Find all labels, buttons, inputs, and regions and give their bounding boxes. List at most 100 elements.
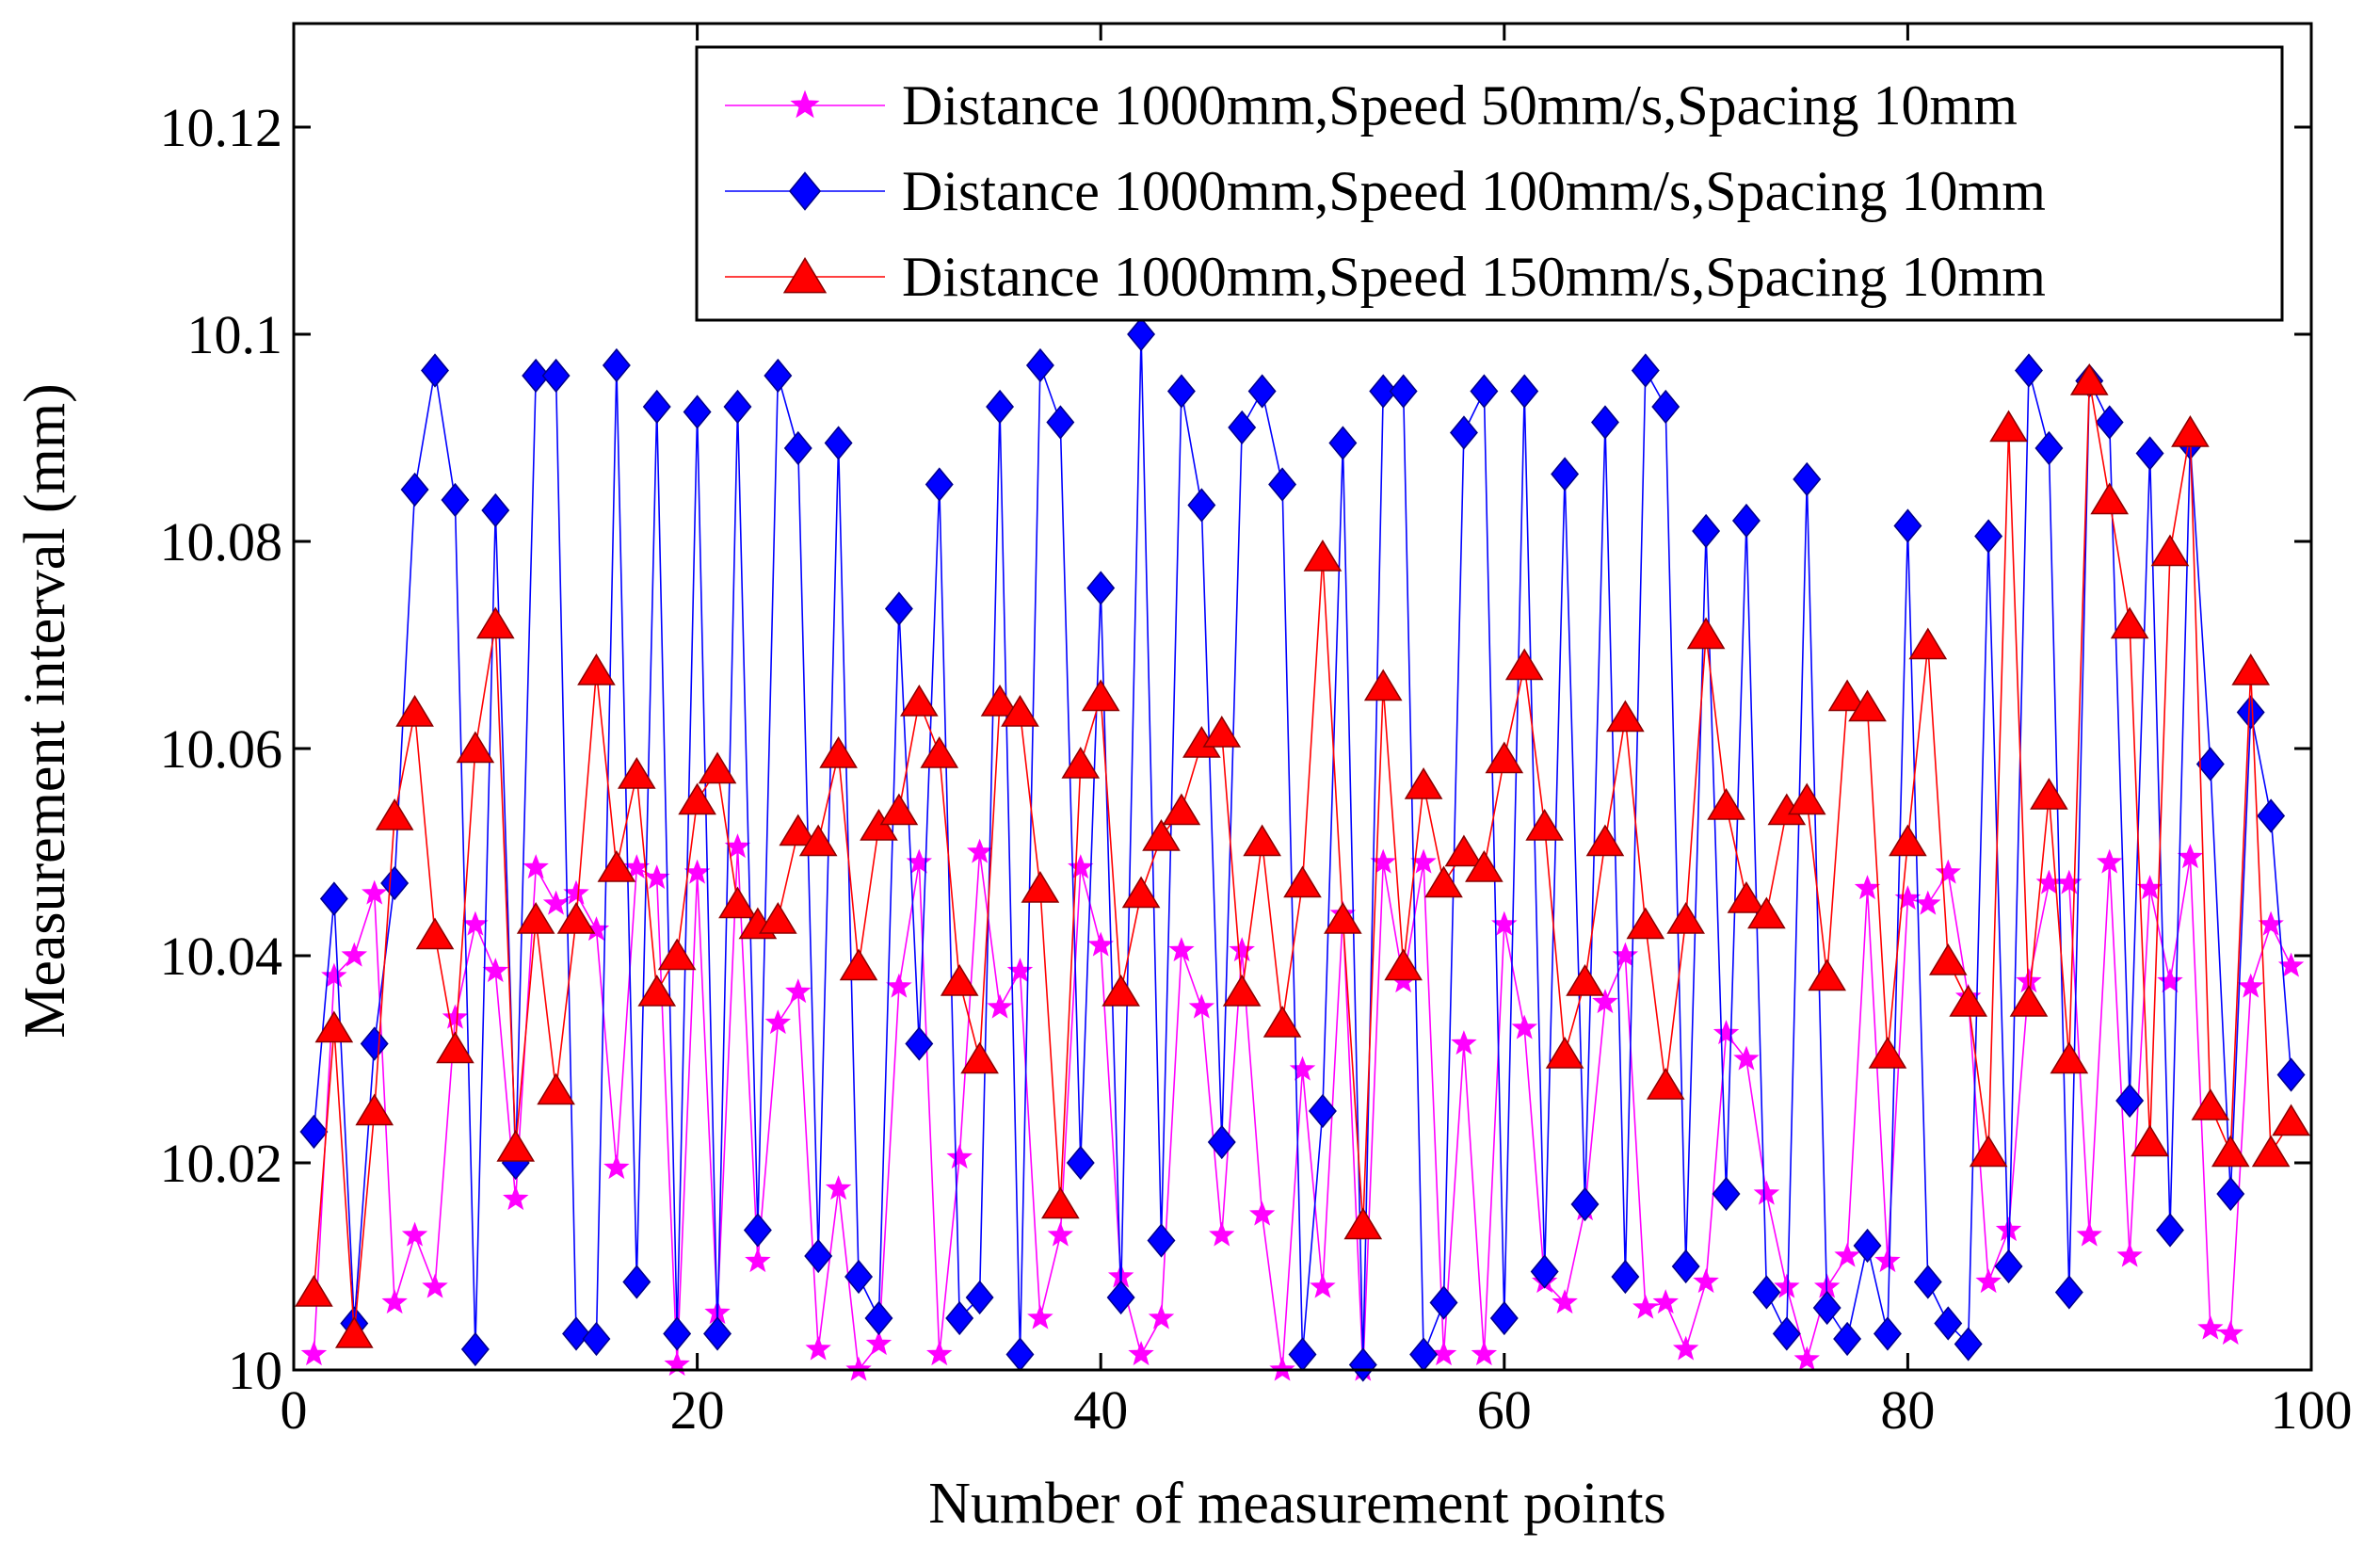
data-point-1-75 — [1793, 1345, 1820, 1371]
data-point-2-44 — [1166, 374, 1196, 409]
data-point-2-80 — [1893, 508, 1922, 543]
data-point-2-86 — [2015, 353, 2043, 388]
data-point-2-38 — [1046, 405, 1075, 440]
data-point-2-82 — [1934, 1306, 1963, 1341]
y-tick-label: 10.06 — [160, 718, 283, 780]
y-tick-label: 10.08 — [160, 511, 283, 572]
data-point-2-32 — [925, 467, 954, 502]
data-point-1-61 — [1511, 1014, 1537, 1039]
legend-label-1: Distance 1000mm,Speed 50mm/s,Spacing 10m… — [902, 74, 2018, 137]
data-point-1-68 — [1652, 1289, 1679, 1314]
data-point-3-17 — [617, 757, 656, 789]
data-point-3-36 — [1001, 695, 1039, 727]
data-point-1-89 — [2076, 1221, 2102, 1247]
data-point-1-24 — [764, 1009, 792, 1035]
data-point-2-45 — [1187, 488, 1216, 523]
data-point-1-26 — [805, 1335, 831, 1361]
data-point-3-70 — [1686, 617, 1726, 650]
data-point-3-8 — [436, 1031, 474, 1064]
data-point-2-48 — [1247, 374, 1277, 409]
x-tick-label: 20 — [670, 1379, 725, 1441]
series-2 — [299, 316, 2306, 1382]
x-tick-label: 60 — [1477, 1379, 1532, 1441]
y-tick-label: 10.04 — [160, 926, 283, 987]
data-point-2-70 — [1692, 513, 1721, 549]
data-point-3-12 — [516, 902, 555, 934]
data-point-2-85 — [1994, 1249, 2023, 1284]
data-point-3-43 — [1142, 819, 1181, 851]
data-point-2-79 — [1873, 1316, 1902, 1351]
data-point-2-54 — [1369, 374, 1398, 409]
data-point-2-33 — [945, 1300, 974, 1336]
data-point-1-66 — [1612, 942, 1639, 967]
data-point-1-48 — [1248, 1200, 1276, 1226]
data-point-3-9 — [456, 731, 495, 764]
data-point-3-68 — [1646, 1068, 1685, 1100]
data-point-3-39 — [1061, 747, 1101, 779]
data-point-2-93 — [2156, 1213, 2184, 1248]
data-point-2-63 — [1551, 457, 1580, 491]
data-point-2-9 — [460, 1331, 490, 1367]
data-point-1-69 — [1672, 1335, 1699, 1361]
data-point-2-88 — [2054, 1275, 2083, 1310]
y-tick-label: 10.12 — [160, 97, 283, 158]
plot-frame — [292, 22, 2313, 1372]
data-point-1-63 — [1552, 1289, 1578, 1314]
data-point-3-63 — [1545, 1037, 1584, 1069]
data-point-2-78 — [1853, 1228, 1882, 1264]
data-point-3-35 — [980, 685, 1020, 717]
data-point-3-49 — [1262, 1006, 1302, 1038]
data-point-1-40 — [1087, 931, 1114, 957]
data-point-3-22 — [718, 886, 757, 919]
data-point-3-7 — [415, 917, 455, 950]
data-point-1-34 — [966, 838, 993, 863]
data-point-3-6 — [395, 695, 434, 727]
legend-marker-1 — [790, 89, 820, 119]
data-point-3-72 — [1727, 881, 1766, 913]
data-point-2-28 — [844, 1259, 874, 1295]
data-point-1-6 — [401, 1221, 428, 1247]
data-point-3-20 — [678, 782, 716, 815]
data-point-2-69 — [1671, 1249, 1700, 1284]
data-point-2-87 — [2034, 430, 2064, 466]
data-point-3-25 — [779, 814, 818, 846]
data-point-1-94 — [2177, 844, 2204, 869]
data-point-1-79 — [1874, 1248, 1901, 1273]
data-point-3-69 — [1666, 902, 1705, 934]
data-point-1-50 — [1289, 1055, 1316, 1081]
data-point-1-23 — [745, 1248, 771, 1273]
data-point-1-18 — [644, 864, 670, 890]
data-point-3-13 — [537, 1072, 575, 1105]
data-point-2-10 — [481, 492, 510, 528]
x-axis-title: Number of measurement points — [928, 1472, 1665, 1536]
data-point-3-83 — [1949, 985, 1988, 1017]
data-point-1-4 — [362, 879, 388, 905]
data-point-2-58 — [1449, 415, 1478, 450]
data-point-1-11 — [503, 1185, 529, 1211]
data-point-3-76 — [1808, 959, 1847, 991]
data-point-2-43 — [1147, 1223, 1176, 1258]
data-point-3-29 — [860, 809, 898, 841]
data-point-3-80 — [1889, 824, 1927, 857]
data-point-3-71 — [1707, 788, 1745, 820]
data-point-3-81 — [1908, 627, 1948, 660]
data-point-1-32 — [926, 1341, 953, 1366]
data-point-3-19 — [657, 938, 697, 971]
data-point-2-83 — [1954, 1327, 1983, 1362]
data-point-3-52 — [1324, 902, 1362, 934]
data-point-3-41 — [1102, 975, 1140, 1007]
data-point-1-42 — [1128, 1341, 1154, 1366]
data-point-3-79 — [1868, 1037, 1907, 1069]
data-point-3-5 — [375, 798, 414, 830]
data-point-2-92 — [2135, 436, 2164, 471]
data-point-3-54 — [1363, 669, 1403, 701]
data-point-2-21 — [703, 1316, 732, 1351]
data-point-2-52 — [1328, 426, 1358, 460]
data-point-2-91 — [2115, 1083, 2145, 1119]
data-point-3-90 — [2090, 482, 2130, 515]
data-point-2-20 — [683, 395, 712, 429]
data-point-1-74 — [1774, 1273, 1800, 1298]
data-point-3-34 — [960, 1041, 999, 1074]
data-point-2-51 — [1308, 1093, 1337, 1129]
data-point-3-75 — [1787, 782, 1826, 815]
